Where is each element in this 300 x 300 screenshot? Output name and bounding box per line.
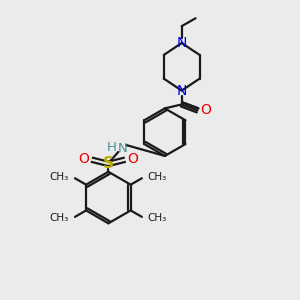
Text: O: O xyxy=(128,152,139,166)
Text: S: S xyxy=(103,156,114,171)
Text: N: N xyxy=(176,36,187,50)
Text: CH₃: CH₃ xyxy=(50,172,69,182)
Text: H: H xyxy=(106,140,116,154)
Text: O: O xyxy=(78,152,89,166)
Text: CH₃: CH₃ xyxy=(50,213,69,223)
Text: CH₃: CH₃ xyxy=(148,213,167,223)
Text: N: N xyxy=(176,84,187,98)
Text: CH₃: CH₃ xyxy=(148,172,167,182)
Text: O: O xyxy=(200,103,211,117)
Text: N: N xyxy=(117,142,127,154)
